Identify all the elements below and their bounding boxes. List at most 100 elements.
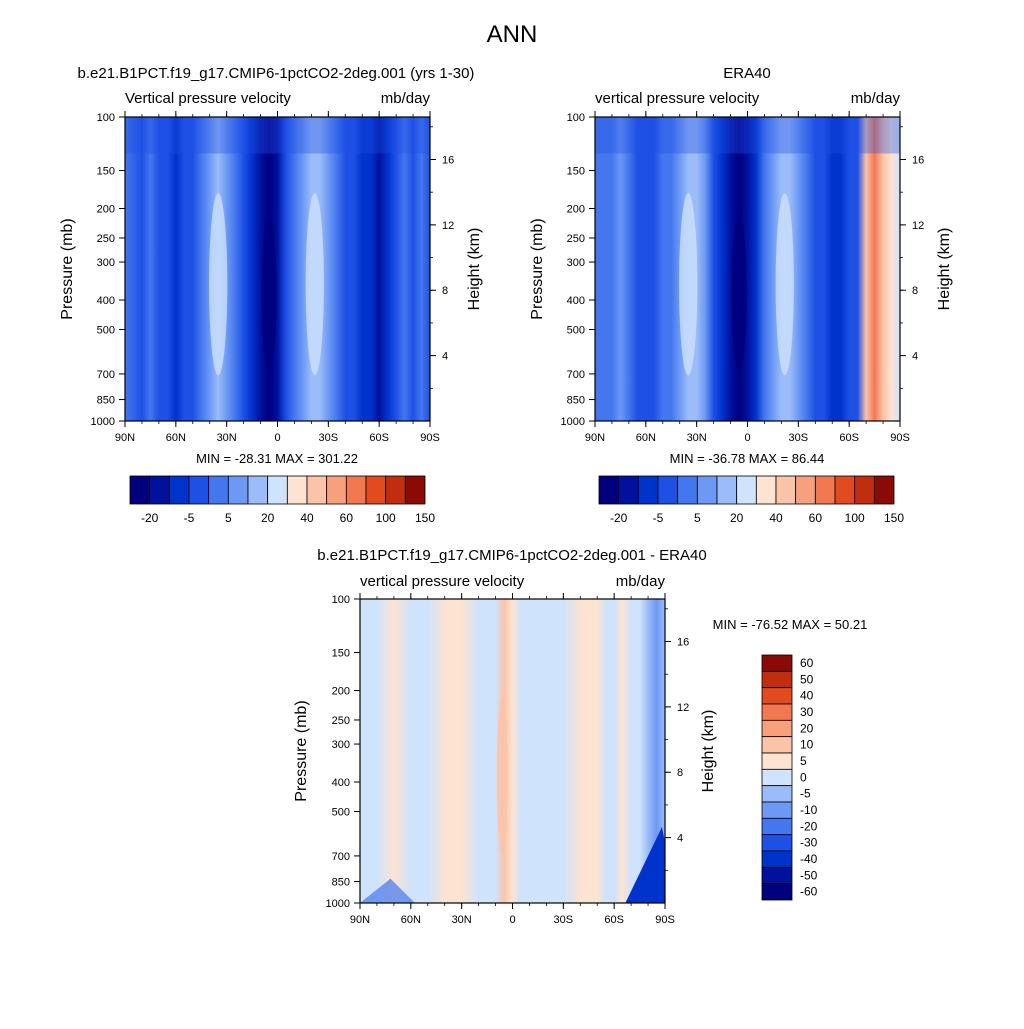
panel-model-ylabel: Pressure (mb) (59, 218, 76, 319)
panel-diff-subtitle-right: mb/day (616, 573, 666, 590)
panel-diff: b.e21.B1PCT.f19_g17.CMIP6-1pctCO2-2deg.0… (293, 547, 867, 926)
diff-positive-streak (496, 696, 508, 855)
subsidence-region (679, 193, 698, 376)
colorbar-swatch (755, 475, 777, 505)
colorbar-label: -20 (141, 511, 159, 525)
x-tick-label: 60N (401, 914, 421, 926)
colorbar-label: 40 (800, 689, 814, 703)
colorbar-swatch (657, 475, 679, 505)
y-tick-label: 700 (567, 369, 585, 381)
colorbar-swatch (775, 475, 797, 505)
y-tick-label: 250 (567, 233, 585, 245)
x-tick-label: 30N (687, 432, 707, 444)
panel-era40-field (595, 117, 900, 421)
colorbar-label: 60 (340, 511, 354, 525)
diff-negative-north (360, 878, 415, 903)
x-tick-label: 60S (839, 432, 859, 444)
panel-diff-axes: 90N 60N 30N 0 30S 60S 90S 100 150 200 250 300 400 500… (326, 593, 689, 926)
x-tick-label: 30N (217, 432, 237, 444)
panel-diff-ylabel-right: Height (km) (700, 710, 717, 793)
panel-model-subtitle-right: mb/day (381, 90, 431, 107)
upper-band (125, 117, 430, 154)
colorbar-swatch (247, 475, 269, 505)
y-tick-label: 100 (97, 112, 115, 124)
panel-model-axes: 90N 60N 30N 0 30S 60S 90S 100 150 200 250 300 400 500… (91, 111, 454, 444)
y-tick-label: 700 (332, 851, 350, 863)
panel-diff-field (360, 599, 665, 903)
panel-model: b.e21.B1PCT.f19_g17.CMIP6-1pctCO2-2deg.0… (59, 65, 483, 525)
contour-field (360, 599, 665, 903)
colorbar-label: 20 (261, 511, 275, 525)
y-tick-label: 400 (332, 777, 350, 789)
y-tick-label: 850 (332, 877, 350, 889)
y-right-tick-label: 4 (677, 833, 683, 845)
panel-era40-ylabel-right: Height (km) (936, 228, 953, 311)
y-right-tick-label: 8 (677, 767, 683, 779)
colorbar-swatch (761, 817, 793, 836)
colorbar-swatch (267, 475, 288, 505)
colorbar-label: 5 (225, 511, 232, 525)
panel-diff-stats: MIN = -76.52 MAX = 50.21 (713, 617, 868, 632)
y-tick-label: 1000 (561, 416, 585, 428)
colorbar-swatch (208, 475, 229, 505)
colorbar-label: -20 (610, 511, 628, 525)
x-tick-label: 90S (890, 432, 910, 444)
y-tick-label: 500 (97, 324, 115, 336)
colorbar-swatch (365, 475, 387, 505)
colorbar-swatch (345, 475, 367, 505)
colorbar-swatch (761, 752, 793, 770)
y-right-tick-label: 16 (912, 154, 924, 166)
panel-era40-stats: MIN = -36.78 MAX = 86.44 (670, 451, 825, 466)
colorbar-swatch (761, 866, 793, 885)
y-right-tick-label: 16 (677, 636, 689, 648)
itcz-core (731, 214, 747, 373)
colorbar-swatch (326, 475, 347, 505)
y-tick-label: 100 (567, 112, 585, 124)
colorbar-label: -30 (800, 836, 818, 850)
colorbar-swatch (761, 850, 793, 868)
colorbar-swatch (188, 475, 210, 505)
itcz-core (261, 214, 277, 373)
colorbar-label: 60 (800, 656, 814, 670)
x-tick-label: 0 (744, 432, 750, 444)
diff-negative-corner (625, 827, 665, 903)
colorbar-label: -40 (800, 852, 818, 866)
colorbar-swatch (761, 654, 793, 672)
panel-era40-colorbar: -20 -5 5 20 40 60 100 150 (598, 475, 904, 525)
y-right-tick-label: 4 (442, 351, 448, 363)
subsidence-region (305, 193, 324, 376)
x-tick-label: 30S (789, 432, 809, 444)
colorbar-label: -60 (800, 885, 818, 899)
y-right-tick-label: 12 (677, 702, 689, 714)
y-right-tick-label: 8 (912, 285, 918, 297)
colorbar-swatch (598, 475, 620, 505)
panel-model-subtitle-left: Vertical pressure velocity (125, 90, 291, 107)
y-right-tick-label: 12 (912, 220, 924, 232)
y-tick-label: 1000 (91, 416, 115, 428)
field-detail (595, 117, 900, 376)
panel-model-stats: MIN = -28.31 MAX = 301.22 (196, 451, 358, 466)
panel-era40-ylabel: Pressure (mb) (529, 218, 546, 319)
colorbar-swatch (795, 475, 816, 505)
colorbar-swatch (149, 475, 170, 505)
colorbar-swatch (404, 475, 426, 505)
colorbar-swatch (677, 475, 698, 505)
y-tick-label: 300 (567, 257, 585, 269)
colorbar-swatch (761, 801, 793, 819)
y-tick-label: 150 (97, 166, 115, 178)
colorbar-label: -5 (653, 511, 664, 525)
colorbar-swatch (814, 475, 836, 505)
colorbar-label: -20 (800, 819, 818, 833)
colorbar-label: -5 (184, 511, 195, 525)
colorbar-swatch (761, 719, 793, 738)
colorbar-label: 40 (300, 511, 314, 525)
colorbar-swatch (618, 475, 639, 505)
panel-era40-subtitle-right: mb/day (851, 90, 901, 107)
colorbar-label: 40 (769, 511, 783, 525)
upper-band (595, 117, 900, 154)
x-tick-label: 60S (604, 914, 624, 926)
colorbar-label: 20 (800, 721, 814, 735)
y-tick-label: 850 (97, 395, 115, 407)
